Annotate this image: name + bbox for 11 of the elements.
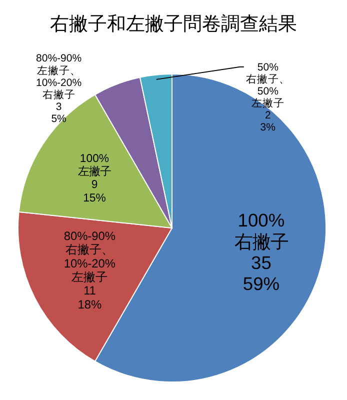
data-label: 9 15% (83, 179, 106, 204)
slice-label: 100%左撇子 (78, 153, 112, 178)
data-label: 35 59% (242, 252, 280, 294)
chart-title: 右撇子和左撇子問卷調查結果 (50, 14, 297, 35)
data-label: 3 5% (51, 101, 66, 126)
slice-label: 80%-90%右撇子、10%-20%左撇子 (64, 228, 116, 284)
slice-label: 80%-90%左撇子、10%-20%右撇子 (36, 52, 82, 101)
data-label: 11 18% (78, 284, 102, 312)
slice-label: 50%右撇子、50%左撇子 (246, 61, 290, 110)
slice-label: 100%右撇子 (234, 210, 288, 252)
data-label: 2 3% (260, 110, 276, 134)
